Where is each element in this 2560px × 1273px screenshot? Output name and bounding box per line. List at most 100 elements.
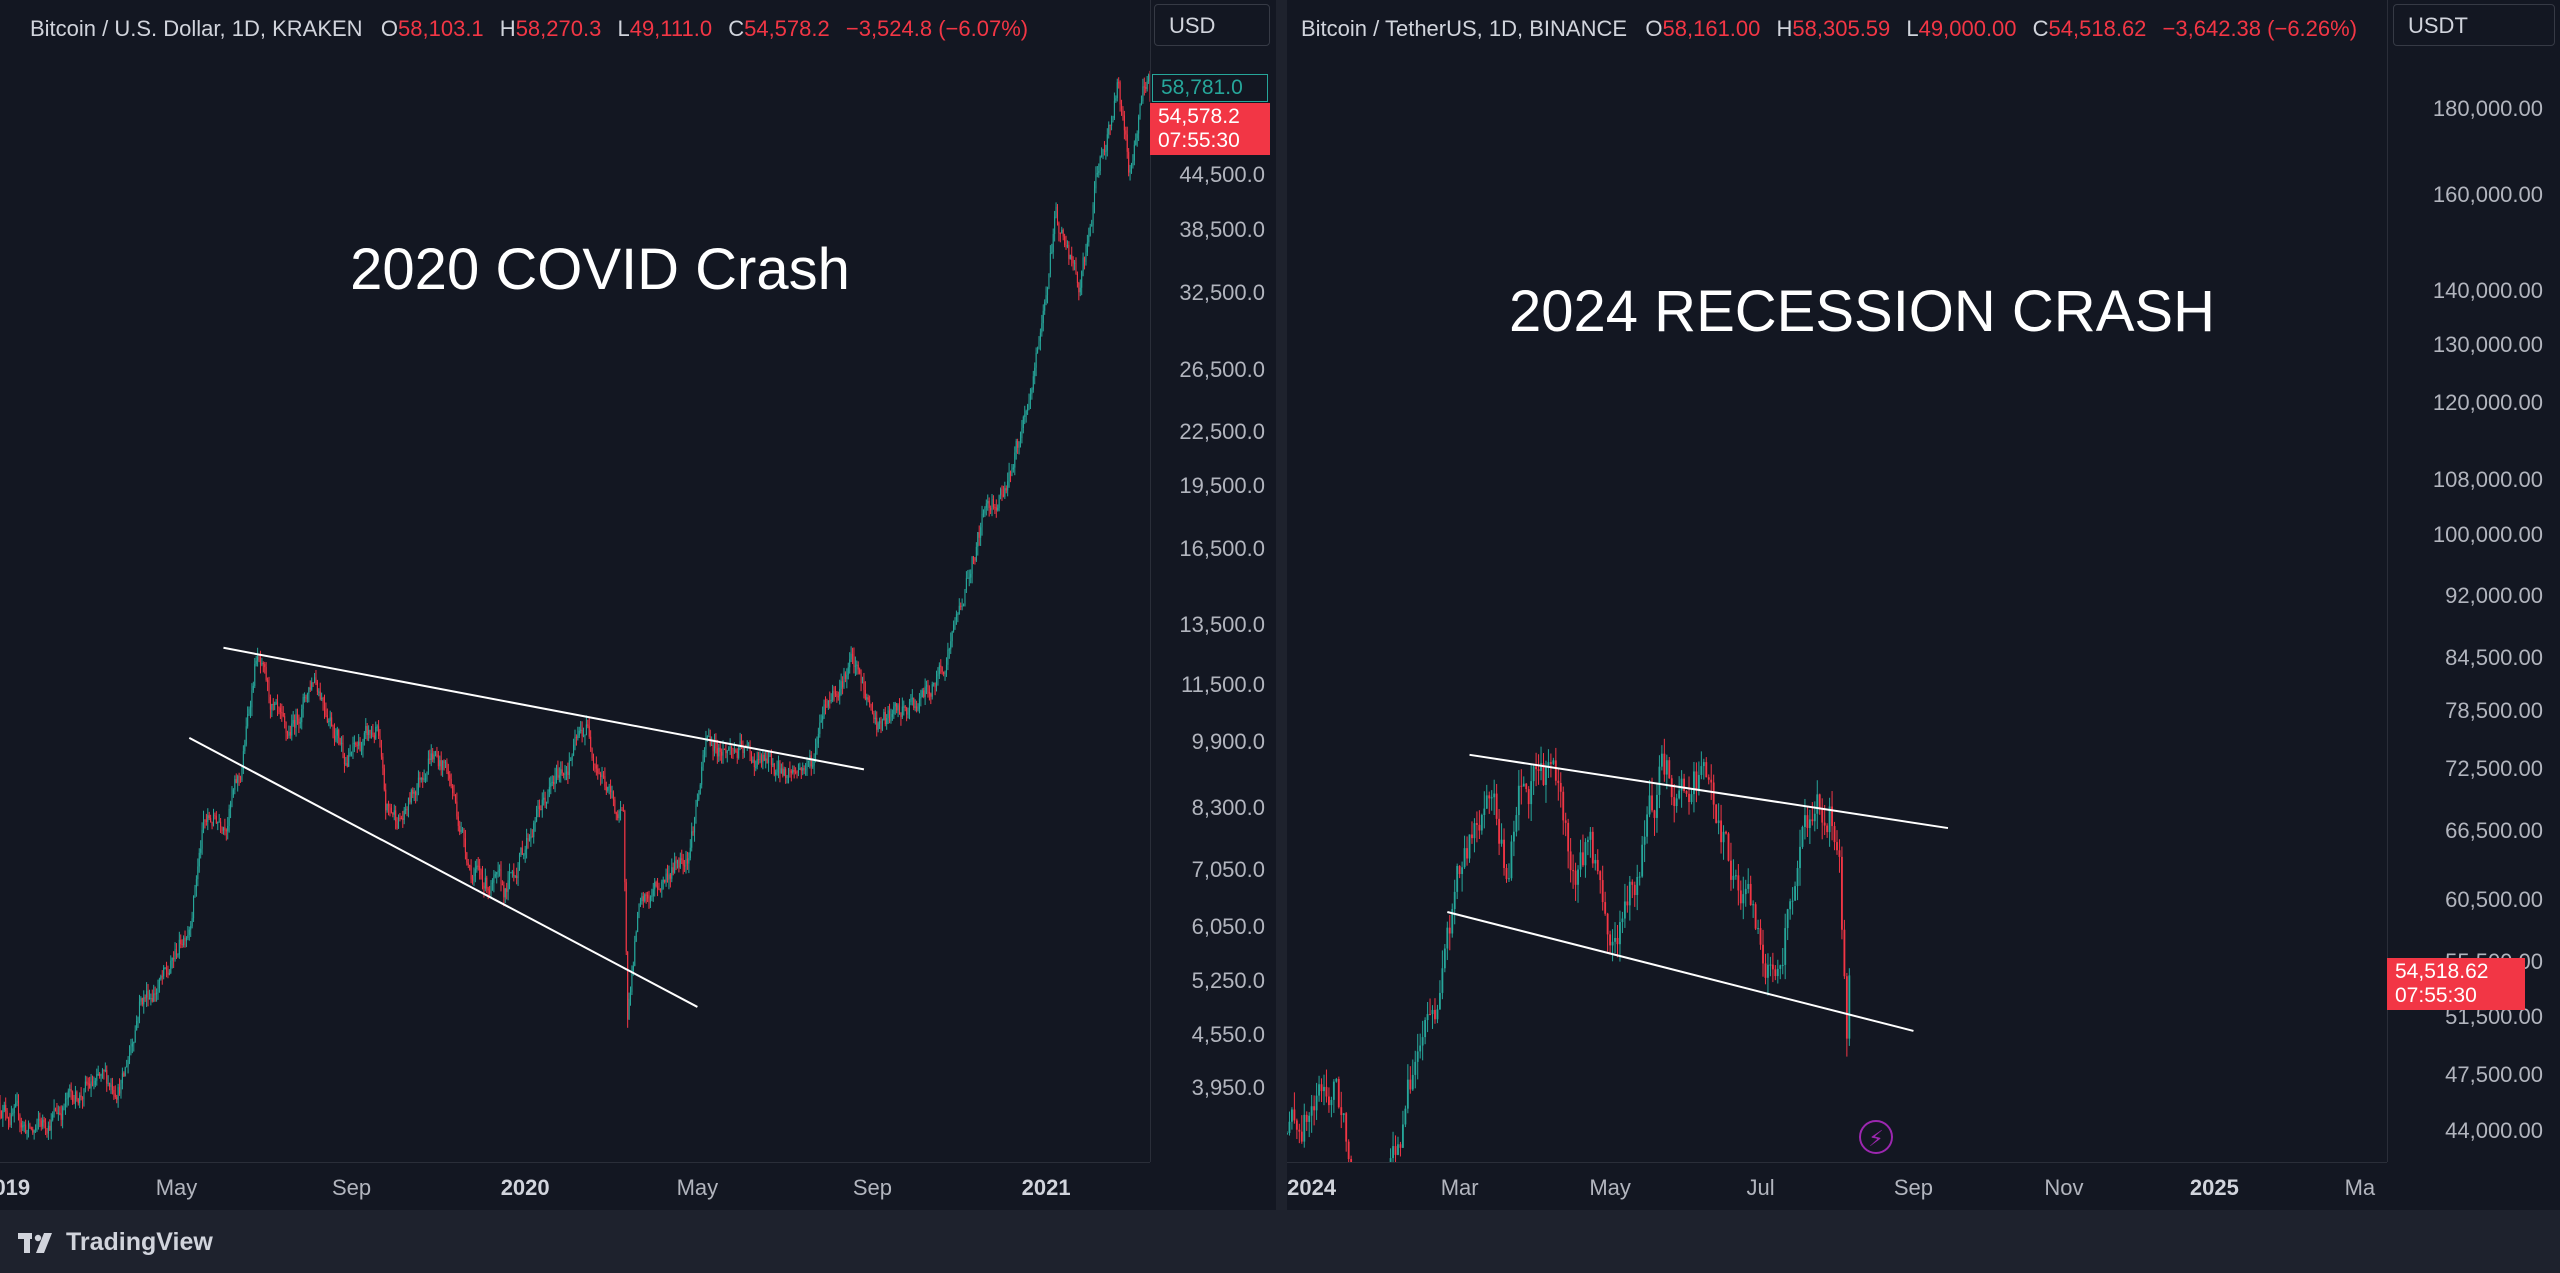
candle	[178, 939, 180, 955]
candle	[1559, 782, 1562, 792]
candle	[218, 821, 220, 823]
candle	[703, 749, 706, 755]
candle	[281, 712, 283, 714]
candle	[1431, 1009, 1434, 1015]
last-price-value: 54,578.2	[1158, 105, 1240, 128]
candle	[1009, 471, 1012, 476]
candle	[1774, 969, 1777, 977]
candle	[1641, 844, 1644, 877]
last-price-value: 54,518.62	[2395, 960, 2489, 983]
candle	[953, 624, 955, 632]
candle	[238, 776, 240, 778]
candle	[156, 992, 158, 995]
price-axis-left[interactable]: 44,500.0 38,500.0 32,500.0 26,500.0 22,500.0…	[1150, 0, 1276, 1162]
candle	[2, 1110, 4, 1119]
candle	[1078, 282, 1080, 293]
currency-button-right[interactable]: USDT	[2393, 4, 2555, 46]
candle	[1323, 1086, 1325, 1092]
candle	[87, 1083, 89, 1085]
candle	[264, 664, 266, 668]
candle	[645, 894, 647, 896]
candle	[1096, 172, 1098, 175]
candle	[84, 1081, 86, 1089]
time-axis-right[interactable]: 2024 Mar May Jul Sep Nov 2025 Ma	[1287, 1162, 2387, 1210]
time-tick-label: 2019	[0, 1175, 31, 1200]
candle	[69, 1089, 71, 1091]
candle	[1132, 160, 1134, 166]
candle	[877, 723, 879, 730]
candle	[1342, 1113, 1345, 1115]
annotation-text-right[interactable]: 2024 RECESSION CRASH	[1509, 279, 2215, 344]
candle	[1416, 1051, 1419, 1062]
candle	[450, 778, 452, 786]
candle	[1086, 242, 1088, 253]
candle	[1125, 130, 1127, 135]
price-plot-left[interactable]	[0, 0, 1150, 1162]
candle	[809, 755, 811, 761]
candle	[847, 667, 849, 675]
price-plot-right[interactable]	[1287, 0, 2387, 1162]
candle	[1614, 937, 1616, 942]
candle	[331, 717, 333, 727]
candle	[1085, 252, 1087, 262]
lightning-icon[interactable]: ⚡	[1859, 1120, 1893, 1154]
candle	[191, 918, 193, 927]
candle	[829, 700, 831, 702]
candle	[1017, 440, 1019, 448]
candle	[454, 794, 456, 802]
symbol-title[interactable]: Bitcoin / TetherUS, 1D, BINANCE	[1301, 16, 1628, 41]
candle	[188, 929, 190, 935]
candle	[1776, 968, 1779, 977]
candle	[1554, 760, 1557, 781]
candle	[358, 741, 360, 746]
candle	[760, 755, 762, 763]
candle	[434, 754, 437, 756]
candle	[675, 860, 677, 864]
candle	[844, 673, 846, 679]
candle	[1540, 763, 1542, 771]
annotation-text-left[interactable]: 2020 COVID Crash	[350, 237, 850, 302]
candle	[1461, 867, 1464, 875]
candle	[991, 498, 993, 511]
candle	[1139, 105, 1141, 117]
candle	[1136, 133, 1138, 139]
candle	[1836, 842, 1838, 851]
symbol-title[interactable]: Bitcoin / U.S. Dollar, 1D, KRAKEN	[30, 16, 363, 41]
candle	[312, 682, 314, 684]
candle	[876, 717, 878, 730]
candle	[550, 783, 552, 787]
price-tick-label: 11,500.0	[1180, 672, 1265, 698]
candle	[1584, 842, 1587, 866]
candle	[964, 589, 966, 606]
candle	[594, 763, 596, 766]
time-axis-left[interactable]: 2019 May Sep 2020 May Sep 2021	[0, 1162, 1150, 1210]
candle	[338, 729, 340, 739]
candle	[208, 815, 210, 819]
candle	[294, 719, 296, 728]
candle	[614, 799, 616, 813]
candle	[779, 760, 781, 774]
candle	[1609, 934, 1612, 946]
candle	[985, 503, 987, 508]
candle	[1350, 1159, 1353, 1162]
candle	[1332, 1081, 1335, 1100]
candle	[840, 681, 842, 689]
candle	[30, 1127, 32, 1129]
candle	[1443, 948, 1446, 969]
candle	[470, 865, 472, 880]
currency-button-left[interactable]: USD	[1154, 4, 1270, 46]
candle	[239, 776, 242, 780]
candle	[541, 799, 543, 811]
candle	[296, 714, 298, 719]
chart-pane-right[interactable]: Bitcoin / TetherUS, 1D, BINANCE O58,161.…	[1287, 0, 2560, 1210]
candle	[982, 513, 985, 515]
candle	[807, 760, 809, 762]
candle	[501, 884, 503, 886]
candle	[201, 829, 203, 849]
tradingview-brand[interactable]: TradingView	[18, 1228, 213, 1257]
candle	[918, 698, 920, 709]
chart-pane-left[interactable]: Bitcoin / U.S. Dollar, 1D, KRAKEN O58,10…	[0, 0, 1276, 1210]
candle	[682, 859, 684, 866]
candle	[926, 685, 928, 687]
candle	[432, 753, 434, 760]
